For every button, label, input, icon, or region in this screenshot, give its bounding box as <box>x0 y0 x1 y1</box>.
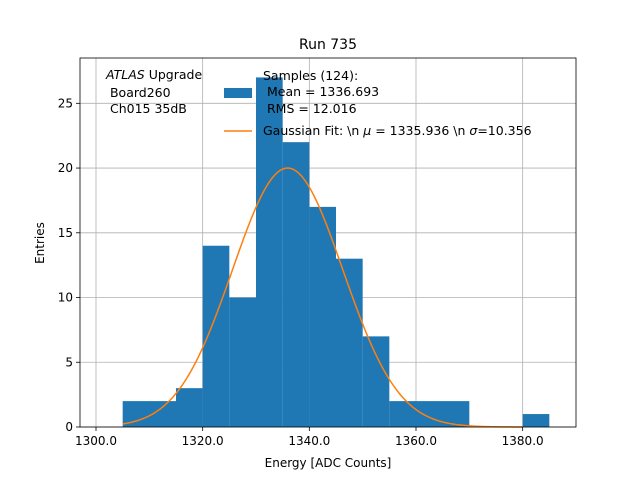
y-tick-label: 20 <box>58 161 73 175</box>
y-tick-label: 10 <box>58 291 73 305</box>
x-tick-label: 1320.0 <box>182 434 224 448</box>
histogram-bar <box>229 297 256 427</box>
y-axis-ticks: 0 5 10 15 20 25 <box>58 96 80 434</box>
upgrade-label: Upgrade <box>145 67 203 82</box>
histogram-bar <box>256 77 283 427</box>
x-tick-label: 1340.0 <box>288 434 330 448</box>
x-tick-label: 1360.0 <box>395 434 437 448</box>
histogram-bar <box>282 142 310 427</box>
atlas-annotation: ATLAS Upgrade Board260 Ch015 35dB <box>105 67 202 116</box>
svg-text:ATLAS Upgrade: ATLAS Upgrade <box>105 67 202 82</box>
y-tick-label: 0 <box>65 420 73 434</box>
x-tick-label: 1300.0 <box>75 434 117 448</box>
y-tick-label: 15 <box>58 226 73 240</box>
chart-title: Run 735 <box>299 37 357 53</box>
channel-label: Ch015 35dB <box>106 101 187 116</box>
atlas-label: ATLAS <box>105 67 145 82</box>
legend-samples-line1: Samples (124): <box>263 68 358 83</box>
legend-samples-line2: Mean = 1336.693 <box>263 84 379 99</box>
legend-fit-mu: μ <box>362 123 371 138</box>
legend-fit-sigma: σ <box>469 123 478 138</box>
axes-frame <box>79 57 577 428</box>
y-tick-label: 5 <box>65 355 73 369</box>
legend: Samples (124): Mean = 1336.693 RMS = 12.… <box>224 68 532 138</box>
legend-fit-text: Gaussian Fit: \n μ = 1335.936 \n σ=10.35… <box>263 123 532 138</box>
legend-samples-line3: RMS = 12.016 <box>263 101 357 116</box>
legend-fit-prefix: Gaussian Fit: \n <box>263 123 363 138</box>
histogram-bar <box>176 388 203 427</box>
histogram-bar <box>522 414 550 427</box>
x-axis-ticks: 1300.0 1320.0 1340.0 1360.0 1380.0 <box>75 427 544 448</box>
histogram-bar <box>389 401 470 427</box>
board-label: Board260 <box>106 85 171 100</box>
histogram-bar <box>362 336 390 427</box>
histogram-bar <box>309 206 336 427</box>
legend-bar-swatch <box>224 88 252 98</box>
y-tick-label: 25 <box>58 96 73 110</box>
legend-fit-mid: = 1335.936 \n <box>371 123 469 138</box>
gaussian-fit-curve <box>122 167 523 428</box>
histogram-bar <box>336 258 363 427</box>
y-axis-label: Entries <box>33 222 47 264</box>
histogram-bars <box>122 77 550 427</box>
legend-fit-suffix: =10.356 <box>477 123 531 138</box>
histogram-bar <box>202 245 230 427</box>
x-axis-label: Energy [ADC Counts] <box>265 456 392 470</box>
x-tick-label: 1380.0 <box>502 434 544 448</box>
